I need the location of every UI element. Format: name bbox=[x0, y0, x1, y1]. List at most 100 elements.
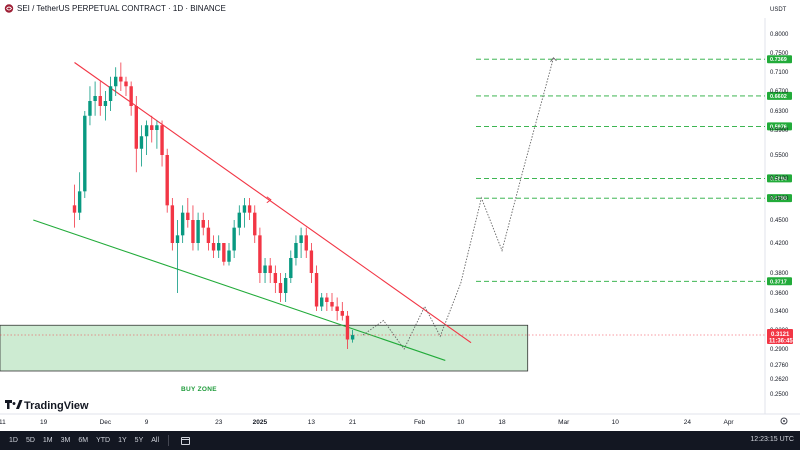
candle-body bbox=[258, 235, 262, 273]
candle-body bbox=[278, 283, 283, 293]
tradingview-logo-text: TradingView bbox=[24, 400, 89, 412]
timeframe-all-button[interactable]: All bbox=[151, 437, 160, 444]
date-tick-label: Feb bbox=[414, 419, 426, 426]
candle-body bbox=[180, 212, 185, 236]
candle-body bbox=[299, 235, 303, 243]
candle-body bbox=[170, 205, 175, 243]
candle-body bbox=[108, 86, 113, 101]
candle-body bbox=[150, 125, 154, 130]
timeframe-5y-button[interactable]: 5Y bbox=[134, 437, 144, 444]
candle-body bbox=[320, 297, 324, 307]
candle-body bbox=[186, 212, 190, 220]
candle-body bbox=[93, 96, 97, 101]
timeframe-6m-button[interactable]: 6M bbox=[78, 437, 89, 444]
candle-body bbox=[283, 278, 288, 293]
candle-body bbox=[211, 243, 216, 251]
candle-body bbox=[98, 96, 102, 106]
price-tick-label: 0.6700 bbox=[770, 89, 789, 95]
price-tick-label: 0.2900 bbox=[770, 347, 789, 353]
timeframe-ytd-button[interactable]: YTD bbox=[96, 437, 111, 444]
target-level-badge bbox=[767, 194, 792, 203]
candle-body bbox=[340, 311, 344, 316]
candle-body bbox=[227, 250, 231, 262]
target-level-badge bbox=[767, 55, 792, 64]
price-tick-label: 0.3600 bbox=[770, 291, 789, 297]
candle-body bbox=[263, 265, 267, 273]
candle-body bbox=[335, 306, 339, 311]
price-tick-label: 0.5500 bbox=[770, 153, 789, 159]
timeframe-1y-button[interactable]: 1Y bbox=[118, 437, 127, 444]
candle-body bbox=[247, 205, 252, 213]
candle-body bbox=[77, 191, 82, 213]
timeframe-1d-button[interactable]: 1D bbox=[9, 437, 18, 444]
candle-body bbox=[103, 101, 108, 106]
utc-clock[interactable]: 12:23:15 UTC bbox=[750, 436, 794, 443]
sei-logo-icon bbox=[4, 4, 14, 13]
price-tick-label: 0.5900 bbox=[770, 128, 789, 134]
target-level-badge bbox=[767, 122, 792, 131]
timeframe-5d-button[interactable]: 5D bbox=[25, 437, 35, 444]
date-tick-label: Mar bbox=[558, 419, 570, 426]
price-tick-label: 0.8000 bbox=[770, 32, 789, 38]
price-tick-label: 0.4200 bbox=[770, 241, 789, 247]
date-tick-label: 10 bbox=[612, 419, 620, 426]
candle-body bbox=[83, 115, 87, 192]
timeframe-3m-button[interactable]: 3M bbox=[60, 437, 71, 444]
date-tick-label: Dec bbox=[100, 419, 112, 426]
target-level-badge bbox=[767, 174, 792, 183]
candle-body bbox=[304, 235, 308, 251]
currency-label[interactable]: USDT bbox=[770, 7, 787, 13]
date-tick-label: 24 bbox=[684, 419, 692, 426]
candle-body bbox=[119, 76, 123, 82]
tradingview-logo: TradingView bbox=[5, 400, 89, 412]
target-level-badge bbox=[767, 277, 792, 286]
candle-body bbox=[191, 220, 195, 243]
projected-arrow-icon bbox=[550, 57, 557, 63]
date-tick-label: 9 bbox=[145, 419, 149, 426]
tradingview-logo-icon bbox=[5, 400, 23, 409]
candle-body bbox=[175, 235, 180, 243]
chart-title: SEI / TetherUS PERPETUAL CONTRACT · 1D ·… bbox=[17, 4, 226, 13]
candle-body bbox=[325, 297, 329, 302]
target-level-label: 0.5094 bbox=[770, 176, 788, 182]
toolbar-separator bbox=[168, 435, 170, 446]
candle-body bbox=[242, 205, 247, 213]
bottom-toolbar: 1D 5D 1M 3M 6M YTD 1Y 5Y All 12:23:15 UT… bbox=[0, 431, 800, 450]
buy-zone-label: BUY ZONE bbox=[181, 386, 217, 393]
candle-body bbox=[114, 76, 118, 87]
date-tick-label: 11 bbox=[0, 419, 6, 426]
candle-body bbox=[196, 220, 200, 243]
timeframe-1m-button[interactable]: 1M bbox=[42, 437, 53, 444]
upper-trendline[interactable] bbox=[74, 62, 472, 344]
candle-body bbox=[309, 250, 314, 273]
candle-body bbox=[253, 212, 257, 236]
lower-trendline[interactable] bbox=[33, 219, 446, 361]
candle-body bbox=[88, 101, 92, 116]
price-tick-label: 0.4800 bbox=[770, 196, 789, 202]
candle-body bbox=[289, 258, 293, 278]
date-tick-label: 21 bbox=[349, 419, 357, 426]
candle-body bbox=[129, 86, 133, 106]
candle-body bbox=[160, 125, 164, 155]
current-price-label: 0.3121 bbox=[771, 332, 790, 338]
price-tick-label: 0.4500 bbox=[770, 218, 789, 224]
price-tick-label: 0.7100 bbox=[770, 70, 789, 76]
date-tick-label: 19 bbox=[40, 419, 48, 426]
price-tick-label: 0.2500 bbox=[770, 392, 789, 398]
price-tick-label: 0.2620 bbox=[770, 377, 789, 383]
candle-body bbox=[217, 243, 221, 251]
candle-countdown-label: 11:36:45 bbox=[769, 339, 793, 345]
candle-body bbox=[206, 227, 211, 243]
target-level-label: 0.5976 bbox=[770, 124, 787, 130]
settings-gear-icon[interactable] bbox=[780, 417, 788, 425]
candle-body bbox=[222, 243, 226, 262]
calendar-icon[interactable] bbox=[181, 436, 191, 445]
candle-body bbox=[165, 155, 169, 206]
price-tick-label: 0.2760 bbox=[770, 363, 789, 369]
target-level-label: 0.7369 bbox=[770, 57, 787, 63]
price-chart[interactable]: SEI / TetherUS PERPETUAL CONTRACT · 1D ·… bbox=[0, 0, 800, 431]
projected-path bbox=[362, 57, 554, 350]
target-level-label: 0.6602 bbox=[770, 94, 787, 100]
target-level-label: 0.3717 bbox=[770, 279, 787, 285]
current-price-badge bbox=[767, 329, 793, 345]
